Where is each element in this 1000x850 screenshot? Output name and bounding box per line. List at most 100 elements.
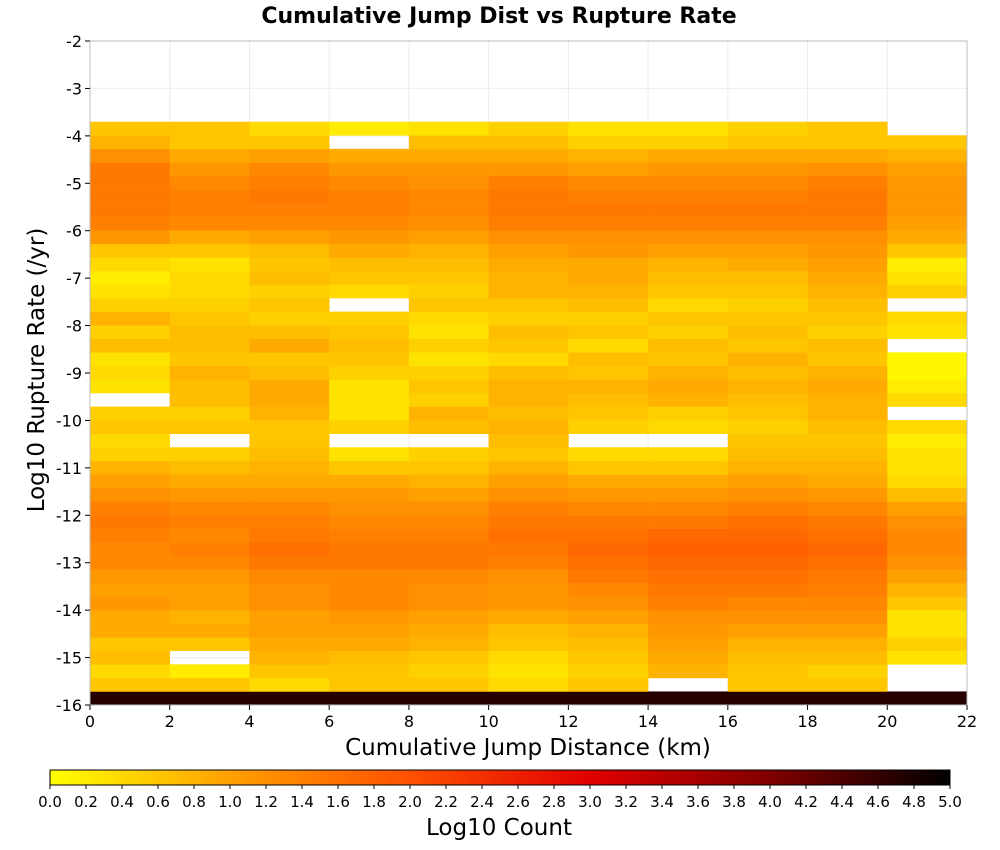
heatmap-cell <box>568 148 649 163</box>
heatmap-cell <box>727 596 808 611</box>
heatmap-cell <box>249 325 330 340</box>
heatmap-cell <box>408 338 489 353</box>
heatmap-cell <box>169 582 250 597</box>
heatmap-cell <box>568 623 649 638</box>
heatmap-cell <box>648 447 729 462</box>
heatmap-cell <box>249 420 330 435</box>
heatmap-cell <box>249 284 330 299</box>
heatmap-cell <box>169 515 250 529</box>
heatmap-cell <box>169 623 250 638</box>
heatmap-cell <box>90 216 171 231</box>
heatmap-cell <box>488 325 569 340</box>
heatmap-cell <box>169 420 250 435</box>
heatmap-cell <box>568 474 649 489</box>
heatmap-cell <box>568 691 649 706</box>
heatmap-cell <box>488 515 569 529</box>
heatmap-cell <box>249 501 330 516</box>
heatmap-cell <box>807 528 888 543</box>
heatmap-cell <box>249 569 330 584</box>
heatmap-cell <box>887 148 968 163</box>
colorbar-tick-label: 4.8 <box>902 793 926 811</box>
heatmap-cell <box>807 542 888 557</box>
heatmap-cell <box>249 148 330 163</box>
colorbar-tick-label: 2.6 <box>506 793 530 811</box>
heatmap-cell <box>90 406 171 421</box>
heatmap-cell <box>648 365 729 380</box>
heatmap-cell <box>249 460 330 475</box>
heatmap-cell <box>807 365 888 380</box>
heatmap-cell <box>568 325 649 340</box>
heatmap-cell <box>727 135 808 150</box>
heatmap-cell <box>648 257 729 272</box>
x-axis-ticks: 0 2 4 6 8 10 12 14 16 18 20 22 <box>85 705 977 731</box>
heatmap-cell <box>727 528 808 543</box>
heatmap-cell <box>329 569 410 584</box>
heatmap-cell <box>329 582 410 597</box>
heatmap-cell <box>807 691 888 706</box>
heatmap-cell <box>488 650 569 665</box>
heatmap-cell <box>488 189 569 204</box>
heatmap-cell <box>249 230 330 245</box>
heatmap-cell <box>488 487 569 502</box>
heatmap-cell <box>90 175 171 190</box>
colorbar-tick-label: 1.2 <box>254 793 278 811</box>
heatmap-cell <box>90 447 171 462</box>
heatmap-cell <box>408 406 489 421</box>
y-tick-label: -13 <box>56 554 82 573</box>
heatmap-cell <box>488 447 569 462</box>
heatmap-cell <box>90 542 171 557</box>
heatmap-cell <box>488 121 569 136</box>
heatmap-cell <box>807 555 888 570</box>
colorbar-tick-label: 1.0 <box>218 793 242 811</box>
y-tick-label: -2 <box>66 32 82 51</box>
heatmap-cell <box>249 650 330 665</box>
heatmap-cell <box>807 623 888 638</box>
heatmap-cell <box>568 406 649 421</box>
heatmap-cell <box>648 637 729 652</box>
colorbar-tick-label: 1.8 <box>362 793 386 811</box>
heatmap-cell <box>90 121 171 136</box>
heatmap-cell <box>329 623 410 638</box>
heatmap-cell <box>648 162 729 177</box>
colorbar-tick-label: 1.6 <box>326 793 350 811</box>
heatmap-cell <box>887 555 968 570</box>
heatmap-cell <box>568 677 649 692</box>
heatmap-cell <box>169 135 250 150</box>
heatmap-cell <box>568 528 649 543</box>
heatmap-cell <box>90 135 171 150</box>
heatmap-cell <box>887 352 968 367</box>
colorbar-tick-label: 3.0 <box>578 793 602 811</box>
heatmap-cell <box>169 352 250 367</box>
heatmap-cell <box>90 501 171 516</box>
heatmap-cell <box>648 298 729 312</box>
heatmap-cell <box>90 298 171 312</box>
heatmap-cell <box>727 203 808 217</box>
y-tick-label: -16 <box>56 696 82 715</box>
heatmap-cell <box>727 270 808 285</box>
heatmap-cell <box>408 596 489 611</box>
heatmap-cell <box>488 298 569 312</box>
heatmap-cell <box>807 393 888 407</box>
heatmap-cell <box>488 460 569 475</box>
heatmap-cell <box>568 515 649 529</box>
heatmap-cell <box>648 352 729 367</box>
heatmap-cell <box>90 148 171 163</box>
heatmap-cell <box>329 162 410 177</box>
x-tick-label: 12 <box>558 712 578 731</box>
colorbar-tick-label: 2.0 <box>398 793 422 811</box>
heatmap-cell <box>488 433 569 448</box>
heatmap-cell <box>169 555 250 570</box>
heatmap-cell <box>329 365 410 380</box>
heatmap-cell <box>408 270 489 285</box>
heatmap-cell <box>169 216 250 231</box>
heatmap-cell <box>727 352 808 367</box>
heatmap-cell <box>249 664 330 679</box>
heatmap-cell <box>648 623 729 638</box>
heatmap-cell <box>807 352 888 367</box>
heatmap-cell <box>887 175 968 190</box>
heatmap-cell <box>727 515 808 529</box>
heatmap-cell <box>887 596 968 611</box>
heatmap-cell <box>887 203 968 217</box>
heatmap-cell <box>488 379 569 394</box>
heatmap-cell <box>568 352 649 367</box>
